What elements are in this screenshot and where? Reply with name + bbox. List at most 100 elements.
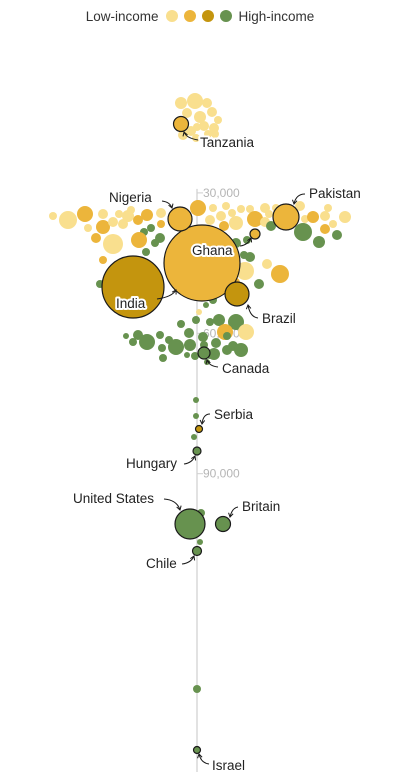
country-dot [214,116,222,124]
country-dot [190,200,206,216]
country-label: Britain [242,499,280,514]
country-dot [247,211,263,227]
country-dot [59,211,77,229]
country-dot [228,314,244,330]
country-dot [77,206,93,222]
leader-arrowhead [182,131,188,137]
leader-arrowhead [190,555,196,561]
dots-layer [49,93,351,755]
country-dot [207,107,217,117]
country-dot [307,211,319,223]
leader-line [229,506,239,518]
country-dot [234,343,248,357]
country-dot [209,204,217,212]
country-dot [193,397,199,403]
country-dot [197,539,203,545]
country-dot [271,265,289,283]
country-dot [158,344,166,352]
country-dot [198,332,208,342]
country-dot [246,205,254,213]
leader-arrowhead [171,289,177,295]
country-dot [216,211,226,221]
country-dot [123,333,129,339]
country-label: Israel [212,758,245,773]
country-label: Brazil [262,311,296,326]
country-label: India [116,296,146,311]
legend-low-income-label: Low-income [85,8,159,24]
leader-arrowhead [168,203,174,209]
leader-arrowhead [176,505,182,511]
country-dot [219,221,229,231]
leader-arrowhead [205,359,211,365]
country-label: Hungary [126,456,177,471]
country-dot [222,202,230,210]
country-dot [211,338,221,348]
leader-line [198,753,210,765]
leader-arrowhead [191,455,197,461]
country-dot [184,352,190,358]
country-dot [203,302,209,308]
country-dot [91,233,101,243]
country-dot [266,221,276,231]
country-dot [320,211,330,221]
country-dot-ghana [249,228,261,240]
country-dot [229,216,243,230]
country-dot [254,279,264,289]
country-dot [184,328,194,338]
country-dot [192,134,200,142]
country-dot [211,130,219,138]
leader-arrowhead [245,304,252,310]
leader-line [156,289,177,300]
leader-line [183,455,196,465]
country-dot [118,219,128,229]
country-dot [103,234,123,254]
country-dot [191,434,197,440]
country-dot [139,334,155,350]
country-dot [238,324,254,340]
country-dot [133,330,143,340]
leader-line [239,237,252,247]
leader-lines [156,131,306,765]
country-dot-pakistan [272,203,300,231]
leader-arrowhead [199,419,206,425]
country-dot [199,121,209,131]
leader-arrowhead [292,199,298,205]
country-dot [202,98,212,108]
country-label: Pakistan [309,186,361,201]
country-dot [115,210,123,218]
leader-line [181,555,195,565]
country-dot [187,93,203,109]
leader-arrowhead [197,753,203,759]
country-label: Ghana [192,243,233,258]
country-dot [329,220,337,228]
country-dot [133,215,143,225]
country-dot [156,208,166,218]
country-dot [147,224,155,232]
country-dot [155,233,165,243]
tick-label: 30,000 [203,186,240,200]
country-dot [98,209,108,219]
tick-label: 90,000 [203,467,240,481]
legend-high-income-label: High-income [238,8,315,24]
country-dot [213,314,225,326]
country-dot [192,316,200,324]
country-label: United States [73,491,154,506]
country-dot [295,201,305,211]
country-dot [141,209,153,221]
country-dot [131,232,147,248]
legend-swatch-low [165,10,178,22]
country-dot [228,209,236,217]
country-dot [193,413,199,419]
legend: Low-income High-income [0,6,400,26]
leader-line [293,193,306,205]
country-dot [240,251,248,259]
country-dot [294,223,312,241]
country-dot [129,338,137,346]
country-dot [206,318,214,326]
country-dot [223,332,231,340]
country-dot-large [163,224,241,302]
country-label: Nigeria [109,190,152,205]
country-dot-britain [214,515,232,533]
country-dot [262,259,272,269]
